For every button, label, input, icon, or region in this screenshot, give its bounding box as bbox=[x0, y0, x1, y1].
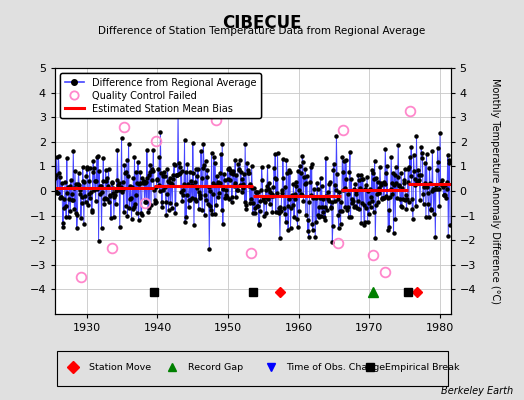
Text: Record Gap: Record Gap bbox=[188, 364, 243, 372]
Legend: Difference from Regional Average, Quality Control Failed, Estimated Station Mean: Difference from Regional Average, Qualit… bbox=[60, 73, 261, 118]
Text: CIBECUE: CIBECUE bbox=[222, 14, 302, 32]
Text: Station Move: Station Move bbox=[89, 364, 151, 372]
Text: Time of Obs. Change: Time of Obs. Change bbox=[287, 364, 386, 372]
Text: Berkeley Earth: Berkeley Earth bbox=[441, 386, 514, 396]
Y-axis label: Monthly Temperature Anomaly Difference (°C): Monthly Temperature Anomaly Difference (… bbox=[490, 78, 500, 304]
Text: Difference of Station Temperature Data from Regional Average: Difference of Station Temperature Data f… bbox=[99, 26, 425, 36]
Text: Empirical Break: Empirical Break bbox=[385, 364, 460, 372]
